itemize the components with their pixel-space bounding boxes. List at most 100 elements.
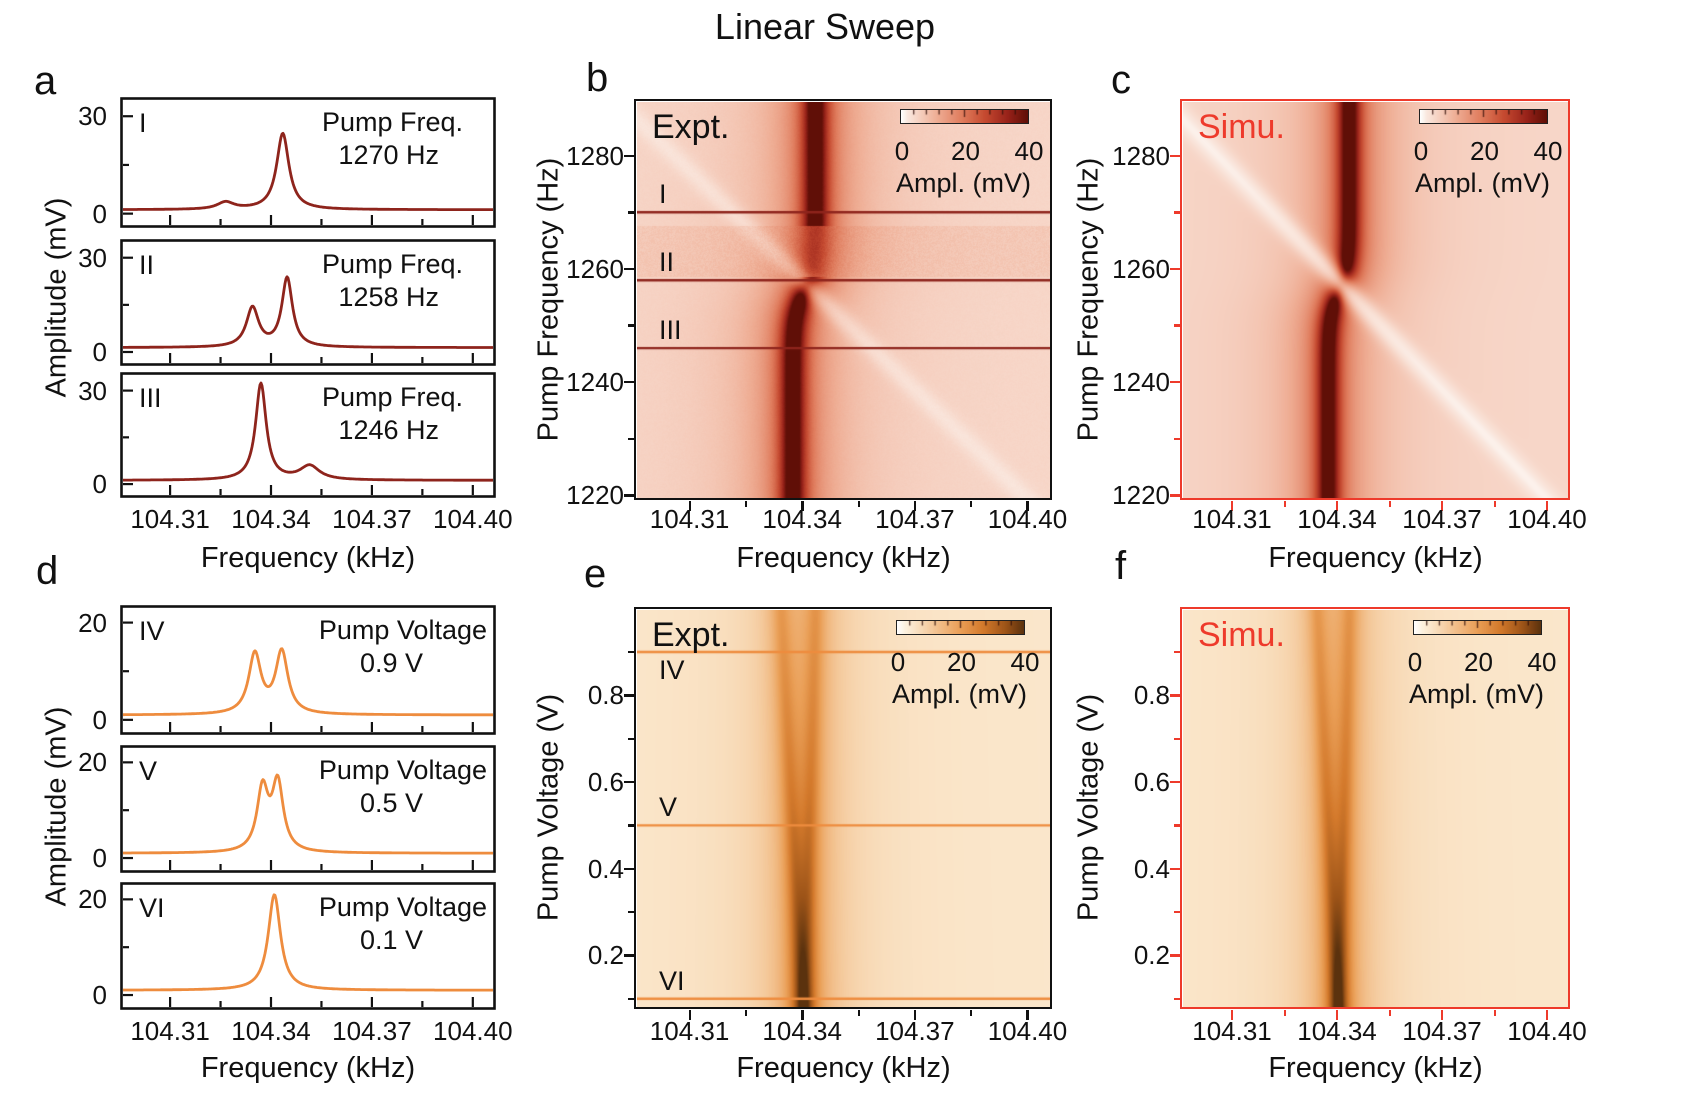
curve-a-III [122, 381, 494, 482]
colorbar-tick-c: 40 [1533, 136, 1563, 166]
y-tick-b [624, 154, 634, 158]
y-tick-label-f: 0.4 [1133, 853, 1170, 884]
x-minor-tick-b [970, 501, 973, 507]
annotation-label: Pump Freq. [321, 107, 463, 137]
x-tick-f [1441, 1010, 1444, 1020]
y-tick-label-b: 1280 [566, 140, 624, 171]
y-tick-label-d: 0 [92, 843, 107, 874]
x-tick-label-a: 104.31 [130, 504, 210, 534]
curve-d-VI [122, 893, 494, 992]
subplot-id-d-V: V [139, 756, 158, 786]
x-axis-title-c: Frequency (kHz) [1268, 542, 1483, 574]
y-tick-label-d: 20 [78, 884, 107, 915]
y-axis-title-d: Amplitude (mV) [40, 706, 73, 907]
y-tick-b [624, 267, 634, 271]
subplot-id-d-VI: VI [139, 893, 165, 923]
x-tick-label-f: 104.34 [1297, 1016, 1377, 1046]
y-tick-label-a: 30 [78, 242, 107, 273]
x-minor-tick-f [1388, 1010, 1391, 1016]
y-tick-label-c: 1260 [1112, 253, 1170, 284]
y-minor-tick-e [628, 737, 634, 740]
y-minor-tick-b [628, 324, 634, 327]
x-tick-label-d: 104.34 [231, 1016, 311, 1046]
annotation-value: 0.9 V [359, 648, 423, 678]
subplot-id-a-III: III [139, 383, 162, 413]
y-tick-label-e: 0.6 [587, 767, 624, 798]
y-tick-label-d: 0 [92, 704, 107, 735]
colorbar-tick-f: 20 [1464, 647, 1493, 677]
x-minor-tick-f [1283, 1010, 1286, 1016]
x-minor-tick-f [1493, 1010, 1496, 1016]
y-tick-label-c: 1240 [1112, 367, 1170, 398]
cut-label-b-III: III [659, 315, 682, 346]
x-tick-label-b: 104.37 [875, 504, 955, 534]
y-tick-label-a: 30 [78, 101, 107, 132]
x-tick-label-e: 104.31 [649, 1016, 730, 1046]
y-tick-label-b: 1240 [566, 367, 624, 398]
x-tick-f [1546, 1010, 1549, 1020]
x-tick-label-c: 104.31 [1192, 504, 1272, 534]
line-plot-a-I [120, 97, 496, 228]
x-axis-title-f: Frequency (kHz) [1268, 1052, 1483, 1084]
heatmap-c-canvas [1183, 102, 1568, 498]
x-tick-label-c: 104.37 [1402, 504, 1482, 534]
annotation-d-IV: Pump Voltage 0.9 V [123, 614, 487, 680]
annotation-label: Pump Freq. [321, 382, 463, 412]
x-minor-tick-e [970, 1010, 973, 1016]
colorbar-tick-b: 40 [1014, 136, 1044, 166]
y-axis-title-b: Pump Frequency (Hz) [532, 157, 565, 442]
subplot-id-a-II: II [139, 250, 155, 280]
x-minor-tick-e [857, 1010, 860, 1016]
y-tick-c [1170, 154, 1180, 158]
x-tick-label-a: 104.40 [433, 504, 513, 534]
annotation-a-I: Pump Freq. 1270 Hz [123, 106, 463, 172]
corner-label-c: Simu. [1198, 108, 1285, 146]
y-minor-tick-c [1174, 324, 1180, 327]
corner-label-b: Expt. [652, 108, 730, 146]
annotation-label: Pump Voltage [318, 615, 487, 645]
x-tick-c [1336, 501, 1339, 511]
y-minor-tick-b [628, 437, 634, 440]
y-tick-e [624, 694, 634, 697]
panel-letter-f: f [1115, 544, 1127, 588]
x-tick-label-a: 104.37 [332, 504, 412, 534]
colorbar-tick-f: 0 [1407, 647, 1423, 677]
y-minor-tick-f [1174, 737, 1180, 740]
y-tick-f [1170, 867, 1180, 871]
x-axis-title-d: Frequency (kHz) [200, 1052, 416, 1084]
cut-label-e-VI: VI [659, 965, 685, 996]
annotation-value: 1270 Hz [338, 140, 439, 170]
y-tick-label-c: 1280 [1112, 140, 1170, 171]
annotation-a-III: Pump Freq. 1246 Hz [123, 381, 463, 447]
subplot-id-d-IV: IV [139, 616, 165, 646]
x-tick-label-e: 104.34 [762, 1016, 842, 1046]
y-tick-b [624, 494, 634, 497]
colorbar-label-e: Ampl. (mV) [892, 679, 1027, 709]
x-tick-label-a: 104.34 [231, 504, 311, 534]
panel-letter-c: c [1111, 58, 1131, 102]
colorbar-tick-f: 40 [1527, 647, 1557, 677]
x-minor-tick-c [1493, 501, 1496, 507]
x-minor-tick-e [744, 1010, 748, 1016]
colorbar-tick-e: 0 [890, 647, 906, 677]
x-tick-label-c: 104.34 [1297, 504, 1377, 534]
x-tick-label-c: 104.40 [1507, 504, 1587, 534]
y-tick-label-a: 30 [78, 375, 107, 406]
panel-letter-e: e [584, 552, 607, 596]
subplot-id-a-I: I [139, 108, 147, 138]
x-axis-title-e: Frequency (kHz) [736, 1052, 951, 1084]
y-tick-e [624, 781, 634, 784]
colorbar-label-c: Ampl. (mV) [1415, 168, 1550, 198]
y-minor-tick-b [628, 211, 634, 214]
y-tick-label-a: 0 [92, 469, 107, 500]
colorbar-label-f: Ampl. (mV) [1409, 679, 1544, 709]
x-tick-b [913, 501, 917, 511]
x-tick-label-f: 104.40 [1507, 1016, 1587, 1046]
y-tick-label-a: 0 [92, 337, 107, 367]
corner-label-e: Expt. [652, 616, 730, 654]
y-tick-label-d: 0 [92, 980, 107, 1011]
heatmap-b-canvas [637, 102, 1050, 498]
y-tick-b [624, 381, 634, 384]
x-tick-c [1441, 501, 1444, 511]
